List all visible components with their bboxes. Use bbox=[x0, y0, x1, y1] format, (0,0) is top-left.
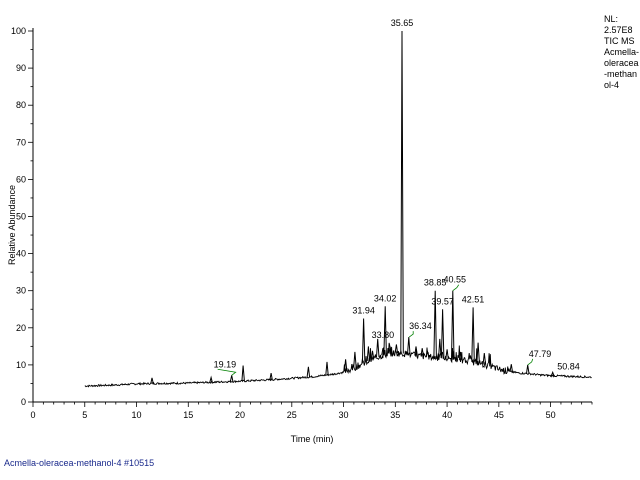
y-tick-label: 30 bbox=[16, 286, 26, 296]
peak bbox=[550, 370, 555, 376]
peak bbox=[209, 375, 213, 383]
peak-label-leader bbox=[452, 284, 460, 292]
peak bbox=[361, 318, 366, 364]
peak-label-leader bbox=[527, 358, 534, 366]
peak-label: 39.57 bbox=[431, 296, 454, 306]
x-tick-label: 45 bbox=[494, 410, 504, 420]
peak bbox=[433, 290, 437, 358]
x-tick-label: 25 bbox=[287, 410, 297, 420]
peak-label: 40.55 bbox=[444, 275, 467, 285]
x-axis-title: Time (min) bbox=[291, 434, 334, 444]
y-tick-label: 10 bbox=[16, 360, 26, 370]
info-panel: NL: 2.57E8 TIC MS Acmella-oleracea-metha… bbox=[604, 14, 640, 91]
peak bbox=[394, 344, 399, 354]
peak bbox=[414, 346, 418, 356]
y-tick-label: 60 bbox=[16, 174, 26, 184]
peak bbox=[400, 30, 404, 354]
peak-label: 19.19 bbox=[214, 359, 237, 369]
y-tick-label: 40 bbox=[16, 249, 26, 259]
y-tick-label: 70 bbox=[16, 137, 26, 147]
peak-label: 36.34 bbox=[409, 321, 432, 331]
peak bbox=[407, 337, 411, 355]
x-tick-label: 20 bbox=[235, 410, 245, 420]
y-tick-label: 0 bbox=[21, 397, 26, 407]
peak bbox=[241, 365, 245, 382]
x-tick-label: 5 bbox=[82, 410, 87, 420]
footer-scan-label: Acmella-oleracea-methanol-4 #10515 bbox=[4, 458, 155, 468]
tic-label: TIC MS bbox=[604, 36, 635, 46]
peak bbox=[370, 350, 375, 360]
peak bbox=[420, 348, 424, 357]
x-tick-label: 0 bbox=[30, 410, 35, 420]
peak bbox=[376, 338, 380, 358]
peak bbox=[269, 373, 273, 380]
x-tick-label: 50 bbox=[546, 410, 556, 420]
peak bbox=[482, 352, 487, 365]
peak-label: 34.02 bbox=[374, 293, 397, 303]
y-tick-label: 20 bbox=[16, 323, 26, 333]
peak bbox=[229, 375, 234, 382]
peak bbox=[150, 377, 154, 384]
peak bbox=[388, 346, 392, 354]
peak bbox=[471, 307, 475, 362]
peak bbox=[526, 364, 530, 374]
peak bbox=[445, 349, 449, 360]
peak-label: 42.51 bbox=[462, 294, 485, 304]
peak-label: 31.94 bbox=[352, 306, 375, 316]
nl-label: NL: bbox=[604, 14, 619, 24]
peak bbox=[366, 346, 371, 362]
peak-label-leader bbox=[408, 331, 414, 338]
peak bbox=[438, 338, 442, 358]
y-tick-label: 80 bbox=[16, 100, 26, 110]
peak-label: 50.84 bbox=[557, 362, 580, 372]
x-tick-label: 30 bbox=[339, 410, 349, 420]
peak-label-leader bbox=[217, 368, 237, 376]
x-tick-label: 35 bbox=[390, 410, 400, 420]
x-tick-label: 40 bbox=[442, 410, 452, 420]
peak bbox=[383, 306, 387, 355]
baseline-trace bbox=[84, 342, 592, 388]
peak-label: 33.80 bbox=[372, 330, 395, 340]
peak bbox=[306, 366, 311, 378]
x-tick-label: 10 bbox=[132, 410, 142, 420]
chart-axes: 0 5 10 15 20 25 30 35 40 45 50 0 10 20 30 40 50 60 70 80 90 1… bbox=[11, 26, 593, 420]
y-tick-label: 90 bbox=[16, 63, 26, 73]
peak-labels: 19.19 31.94 33.80 34.02 35.65 36.34 38.85 39.57… bbox=[214, 18, 580, 376]
peak bbox=[425, 350, 430, 357]
baseline-path bbox=[84, 342, 592, 388]
x-tick-label: 15 bbox=[183, 410, 193, 420]
peak bbox=[509, 364, 513, 372]
peak bbox=[440, 309, 445, 359]
peak-series bbox=[150, 30, 555, 384]
peak-label: 35.65 bbox=[391, 18, 414, 28]
peak bbox=[325, 361, 329, 376]
y-axis-title: Relative Abundance bbox=[7, 185, 17, 265]
peak bbox=[476, 342, 480, 363]
y-tick-label: 50 bbox=[16, 212, 26, 222]
nl-value: 2.57E8 bbox=[604, 25, 633, 35]
peak bbox=[343, 359, 348, 372]
peak-label: 47.79 bbox=[529, 349, 552, 359]
peak bbox=[353, 351, 357, 368]
peak-label: 38.85 bbox=[424, 278, 447, 288]
sample-name: Acmella-oleracea-methanol-4 bbox=[604, 47, 640, 90]
peak bbox=[458, 351, 463, 361]
y-tick-label: 100 bbox=[11, 26, 26, 36]
